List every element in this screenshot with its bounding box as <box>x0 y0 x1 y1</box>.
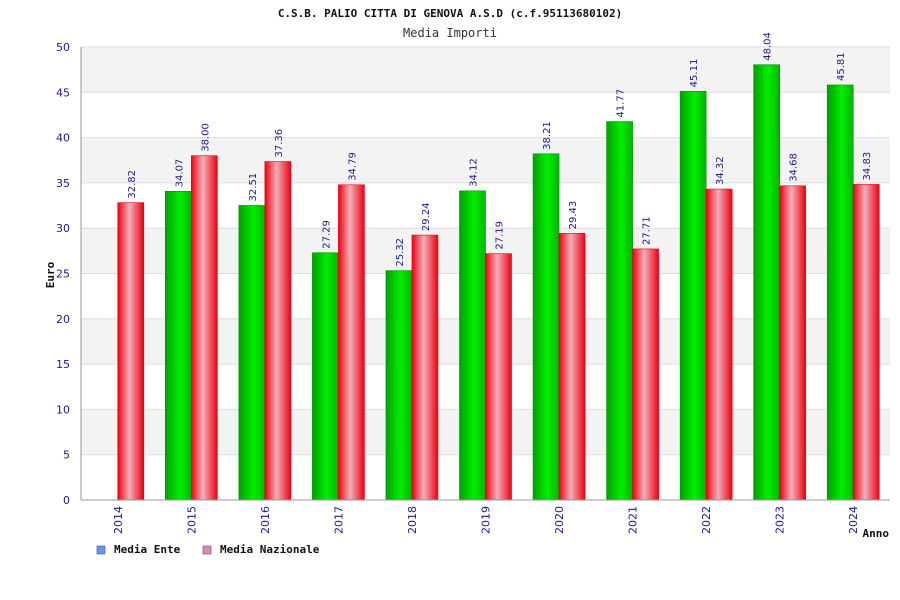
x-axis-ticks: 2014 2015 2016 2017 2018 2019 2020 2021 2022 2023… <box>112 506 860 534</box>
data-label: 45.11 <box>689 59 700 88</box>
data-label: 45.81 <box>836 52 847 81</box>
bar-media-ente-2016 <box>238 205 266 501</box>
x-axis-label: Anno <box>863 527 890 540</box>
y-tick-label: 35 <box>56 177 70 190</box>
bar-media-ente-2022 <box>679 91 707 501</box>
bar-media-ente-2019 <box>459 190 486 501</box>
chart-title: C.S.B. PALIO CITTA DI GENOVA A.S.D (c.f.… <box>278 7 622 20</box>
data-label: 37.36 <box>274 129 285 158</box>
y-tick-label: 5 <box>63 449 70 462</box>
bar-media-nazionale-2020 <box>558 233 586 501</box>
bar-media-ente-2020 <box>532 153 560 501</box>
x-tick-label: 2019 <box>480 506 493 534</box>
legend-swatch <box>96 545 106 555</box>
x-tick-label: 2018 <box>406 506 419 534</box>
y-tick-label: 20 <box>56 313 70 326</box>
y-tick-label: 50 <box>56 41 70 54</box>
bar-media-ente-2015 <box>165 191 192 501</box>
x-tick-label: 2022 <box>700 506 713 534</box>
x-tick-label: 2017 <box>332 506 345 534</box>
bar-media-nazionale-2017 <box>338 184 365 501</box>
y-tick-label: 0 <box>63 494 70 507</box>
x-tick-label: 2021 <box>627 506 640 534</box>
data-label: 41.77 <box>616 89 627 118</box>
x-tick-label: 2014 <box>112 506 125 534</box>
data-label: 29.24 <box>421 202 432 231</box>
bar-media-ente-2017 <box>312 252 339 501</box>
data-label: 48.04 <box>763 32 774 61</box>
y-tick-label: 15 <box>56 358 70 371</box>
x-tick-label: 2020 <box>553 506 566 534</box>
y-axis-ticks: 0 5 10 15 20 25 30 35 40 45 50 <box>56 41 70 507</box>
data-label: 38.00 <box>200 123 211 152</box>
y-tick-label: 45 <box>56 86 70 99</box>
bar-media-nazionale-2022 <box>705 188 733 501</box>
bar-media-ente-2024 <box>826 84 854 501</box>
x-tick-label: 2015 <box>185 506 198 534</box>
data-label: 34.12 <box>469 158 480 187</box>
data-label: 27.19 <box>495 221 506 250</box>
chart-subtitle: Media Importi <box>403 26 497 40</box>
x-tick-label: 2024 <box>847 506 860 534</box>
data-label: 34.79 <box>347 152 358 181</box>
data-label: 27.71 <box>642 216 653 245</box>
legend-label: Media Nazionale <box>220 543 320 556</box>
bar-media-nazionale-2016 <box>264 161 292 501</box>
data-label: 27.29 <box>321 220 332 249</box>
data-label: 38.21 <box>542 121 553 150</box>
bar-media-nazionale-2024 <box>852 184 880 501</box>
data-label: 32.82 <box>127 170 138 199</box>
x-tick-label: 2016 <box>259 506 272 534</box>
data-label: 34.32 <box>715 156 726 185</box>
bar-media-nazionale-2018 <box>411 234 439 501</box>
x-tick-label: 2023 <box>774 506 787 534</box>
bar-media-ente-2018 <box>385 270 413 501</box>
legend-label: Media Ente <box>114 543 181 556</box>
bar-media-nazionale-2023 <box>779 185 806 501</box>
data-label: 25.32 <box>395 238 406 267</box>
bar-media-ente-2021 <box>606 121 633 501</box>
y-tick-label: 10 <box>56 403 70 416</box>
data-label: 29.43 <box>568 201 579 230</box>
bar-media-ente-2023 <box>753 64 780 501</box>
legend: Media Ente Media Nazionale <box>96 543 320 556</box>
y-tick-label: 25 <box>56 268 70 281</box>
data-label: 34.07 <box>174 159 185 188</box>
data-labels: 32.82 34.07 38.00 32.51 37.36 27.29 34.79 25.32… <box>127 32 873 266</box>
legend-swatch <box>202 545 212 555</box>
bar-media-nazionale-2015 <box>191 155 218 501</box>
bar-media-nazionale-2021 <box>632 248 659 501</box>
y-tick-label: 30 <box>56 222 70 235</box>
y-tick-label: 40 <box>56 132 70 145</box>
data-label: 34.83 <box>862 152 873 181</box>
data-label: 32.51 <box>248 173 259 202</box>
bar-media-nazionale-2014 <box>117 202 145 501</box>
data-label: 34.68 <box>789 153 800 182</box>
bar-media-nazionale-2019 <box>485 253 512 501</box>
y-axis-label: Euro <box>44 261 57 288</box>
